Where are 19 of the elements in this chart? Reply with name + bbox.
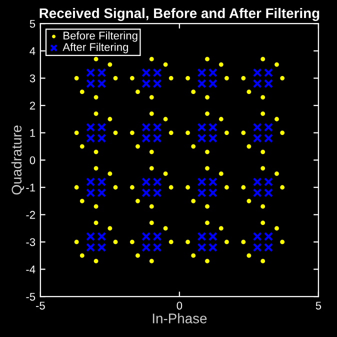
y-tick-label: -2 bbox=[26, 210, 36, 219]
y-tick-label: 1 bbox=[30, 129, 36, 137]
chart-title: Received Signal, Before and After Filtering bbox=[40, 8, 320, 21]
y-tick-label: 3 bbox=[30, 74, 36, 82]
y-tick-label: 4 bbox=[30, 47, 36, 55]
x-tick-label: 0 bbox=[176, 302, 182, 310]
x-tick-label: -5 bbox=[36, 302, 45, 310]
x-tick-label: 5 bbox=[316, 302, 322, 310]
legend-label: Before Filtering bbox=[64, 31, 138, 42]
legend-label: After Filtering bbox=[62, 42, 128, 54]
y-tick-label: 0 bbox=[30, 156, 36, 164]
x-axis-title: In-Phase bbox=[152, 313, 207, 324]
y-tick-label: -4 bbox=[26, 266, 36, 274]
y-tick-label: 5 bbox=[30, 20, 36, 28]
y-tick-label: 2 bbox=[30, 102, 36, 110]
y-tick-label: -3 bbox=[26, 238, 36, 246]
y-tick-label: -1 bbox=[26, 184, 36, 192]
y-tick-label: -5 bbox=[26, 292, 36, 301]
y-axis-title: Quadrature bbox=[11, 126, 24, 195]
